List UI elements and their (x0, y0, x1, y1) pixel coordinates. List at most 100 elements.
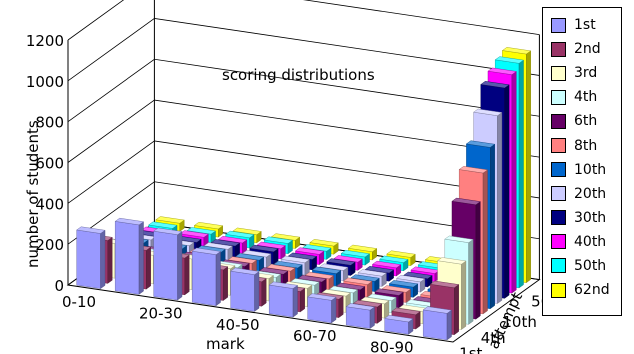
bar-top-face (403, 271, 433, 279)
bar-side-face (454, 284, 459, 336)
bar-top-face (232, 227, 262, 235)
legend-swatch (551, 138, 566, 154)
legend-entry: 40th (551, 230, 621, 254)
bar-top-face (319, 263, 349, 271)
bar-front-face (114, 221, 140, 295)
bar-side-face (497, 112, 503, 304)
bar-front-face (307, 296, 332, 324)
x-tick-label: 60-70 (293, 327, 337, 345)
bar-1st-60-70 (307, 293, 337, 324)
bar-top-face (230, 267, 260, 275)
bar-top-face (287, 252, 318, 260)
bar-front-face (191, 250, 217, 306)
bar-top-face (352, 300, 383, 308)
bar-1st-70-80 (345, 303, 376, 329)
bar-top-face (388, 280, 419, 288)
bar-top-face (191, 247, 222, 255)
depth-tick-label: 1st (459, 344, 482, 354)
legend-entry: 62nd (551, 278, 621, 302)
bar-top-face (290, 278, 320, 286)
bar-top-face (473, 108, 503, 116)
bar-top-face (321, 289, 351, 297)
bar-top-face (429, 280, 460, 288)
bar-side-face (490, 143, 495, 310)
y-tick-label: 400 (35, 195, 64, 213)
bar-top-face (302, 244, 332, 252)
y-tick-label: 800 (35, 114, 64, 132)
bar-top-face (328, 285, 359, 294)
legend-swatch (551, 17, 566, 33)
bar-side-face (138, 221, 144, 295)
bar-top-face (193, 221, 224, 230)
bar-1st-10-20 (114, 217, 145, 295)
legend-label: 10th (574, 161, 607, 178)
bar-top-face (364, 266, 395, 274)
bar-top-face (76, 226, 106, 234)
bar-top-face (350, 274, 380, 282)
bar-top-face (263, 236, 294, 244)
legend-swatch (551, 89, 566, 105)
bar-top-face (451, 197, 481, 206)
bar-top-face (309, 239, 339, 247)
bar-top-face (153, 227, 183, 235)
legend-label: 2nd (574, 41, 601, 58)
legend-swatch (551, 162, 566, 178)
bar-top-face (480, 81, 510, 89)
bar-top-face (333, 255, 363, 263)
bar-1st-50-60 (268, 281, 299, 318)
bar-front-face (268, 284, 294, 318)
bar-front-face (422, 309, 448, 341)
bar-side-face (254, 271, 260, 312)
bar-top-face (444, 235, 474, 243)
legend-swatch (551, 282, 566, 298)
legend-swatch (551, 210, 566, 226)
bar-side-face (482, 169, 488, 315)
bar-top-face (360, 296, 390, 305)
gridline (67, 0, 540, 41)
bar-side-face (292, 284, 298, 318)
bar-side-face (331, 296, 337, 324)
tick-labels-group: 0 200 400 600 800 1000 1200 0-10 20-30 40-50 60-70… (26, 32, 566, 354)
bar-top-face (343, 277, 373, 285)
bar-front-face (76, 229, 101, 289)
bar-top-face (422, 306, 453, 314)
bar-top-face (266, 264, 296, 272)
bar-side-face (177, 231, 183, 301)
bar-top-face (386, 250, 416, 258)
bar-top-face (270, 233, 301, 241)
bar-top-face (186, 227, 217, 235)
chart-title: scoring distributions (222, 66, 375, 84)
bar-1st-40-50 (230, 267, 260, 312)
legend-entry: 50th (551, 254, 621, 278)
legend-swatch (551, 65, 566, 81)
y-tick-label: 1200 (26, 32, 64, 50)
y-axis-title: number of students (24, 120, 42, 268)
bar-side-face (446, 309, 452, 341)
bar-top-face (217, 236, 248, 244)
bar-top-face (494, 56, 525, 64)
depth-tick-label: 4th (481, 329, 506, 347)
y-tick-label: 0 (54, 277, 64, 295)
bar-side-face (504, 84, 510, 299)
bar-top-face (155, 216, 185, 224)
legend-swatch (551, 234, 566, 250)
bar-top-face (345, 303, 376, 311)
x-tick-label: 80-90 (370, 339, 414, 354)
bar-top-face (326, 258, 356, 266)
y-tick-label: 200 (35, 236, 64, 254)
bar-top-face (227, 256, 258, 264)
bar-top-face (437, 257, 467, 265)
bar-1st-20-30 (153, 227, 183, 301)
bar-top-face (268, 281, 299, 289)
bar-top-face (148, 221, 178, 229)
bar-top-face (258, 267, 289, 275)
y-tick-label: 1000 (26, 73, 64, 91)
bar-side-face (526, 50, 531, 284)
bar-top-face (297, 275, 327, 283)
bar-1st-90-100 (422, 306, 453, 341)
bar-1st-0-10 (76, 226, 106, 290)
legend-label: 4th (574, 89, 598, 106)
legend-swatch (551, 258, 566, 274)
bar-side-face (475, 201, 481, 320)
